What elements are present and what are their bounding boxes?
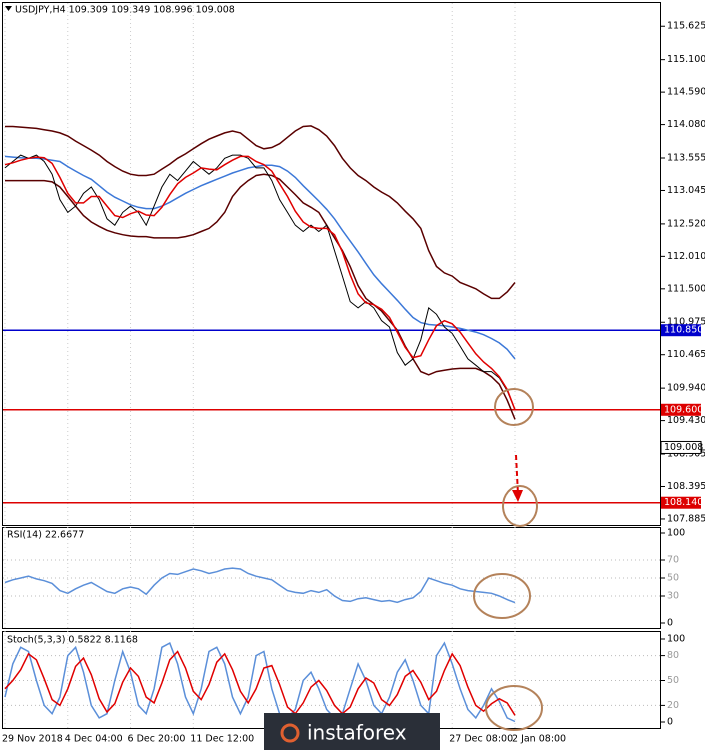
rsi-pane — [2, 527, 661, 629]
x-tick-label: 4 Dec 04:00 — [65, 734, 123, 745]
circle — [473, 573, 531, 619]
x-tick-label: 27 Dec 08:00 — [449, 734, 513, 745]
x-tick-label: 29 Nov 2018 — [2, 734, 63, 745]
level-label: 109.600 — [664, 404, 703, 415]
series-line — [4, 155, 516, 360]
y-tick-label: 112.010 — [667, 251, 705, 262]
series-line — [4, 155, 516, 411]
y-tick-label: 110.975 — [667, 317, 705, 328]
series-line — [5, 125, 516, 300]
y-tick-label: 110.465 — [667, 349, 705, 360]
x-tick-label: 11 Dec 12:00 — [190, 734, 254, 745]
y-tick-label: 113.555 — [667, 153, 705, 164]
series-line — [4, 154, 516, 410]
y-tick-label: 100 — [667, 528, 685, 539]
y-tick-label: 113.045 — [667, 185, 705, 196]
circle — [485, 685, 543, 731]
level-label-box — [661, 324, 701, 337]
y-tick-label: 111.500 — [667, 283, 705, 294]
watermark: instaforex — [307, 721, 407, 745]
arrow-head — [512, 490, 523, 502]
y-tick-label: 50 — [667, 675, 679, 686]
y-tick-label: 109.430 — [667, 415, 705, 426]
series-line — [4, 567, 516, 604]
y-tick-label: 50 — [667, 573, 679, 584]
y-tick-label: 0 — [667, 717, 673, 728]
annotations — [473, 388, 543, 731]
level-label: 110.850 — [664, 325, 703, 336]
circle — [494, 388, 534, 426]
y-tick-label: 70 — [667, 555, 679, 566]
price-label: 109.008 — [664, 442, 703, 453]
y-tick-label: 20 — [667, 700, 679, 711]
rsi-title: RSI(14) 22.6677 — [7, 530, 84, 541]
level-label-box — [661, 496, 701, 509]
level-label-box — [661, 403, 701, 416]
watermark-box — [264, 713, 440, 750]
chart-title: USDJPY,H4 109.309 109.349 108.996 109.00… — [15, 5, 235, 16]
y-tick-label: 30 — [667, 591, 679, 602]
price-label-box — [660, 440, 702, 454]
circle — [502, 485, 538, 527]
watermark-logo — [280, 723, 300, 743]
y-tick-label: 109.940 — [667, 383, 705, 394]
y-tick-label: 108.395 — [667, 481, 705, 492]
main-pane — [2, 2, 661, 526]
y-tick-label: 100 — [667, 634, 685, 645]
series-line — [4, 650, 516, 716]
series-line — [4, 641, 516, 723]
series-line — [5, 173, 516, 420]
y-tick-label: 114.590 — [667, 87, 705, 98]
y-tick-label: 80 — [667, 650, 679, 661]
x-tick-label: 6 Dec 20:00 — [128, 734, 186, 745]
level-label: 108.140 — [664, 497, 703, 508]
y-tick-label: 114.080 — [667, 119, 705, 130]
y-tick-label: 108.905 — [667, 449, 705, 460]
y-tick-label: 107.885 — [667, 513, 705, 524]
stoch-title: Stoch(5,3,3) 0.5822 8.1168 — [7, 635, 138, 646]
y-tick-label: 112.520 — [667, 218, 705, 229]
x-tick-label: 2 Jan 08:00 — [512, 734, 566, 745]
arrow — [515, 454, 519, 495]
y-tick-label: 0 — [667, 618, 673, 629]
y-tick-label: 115.100 — [667, 54, 705, 65]
y-tick-label: 115.625 — [667, 21, 705, 32]
pane-icon — [5, 6, 12, 11]
